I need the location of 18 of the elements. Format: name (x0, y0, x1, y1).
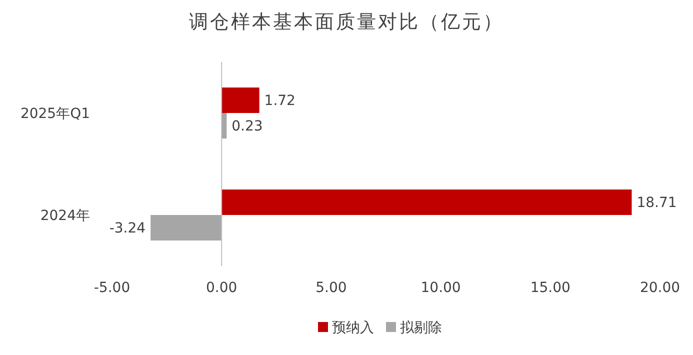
legend-label: 预纳入 (332, 320, 374, 336)
x-tick-label: 0.00 (206, 280, 238, 296)
y-tick-label: 2025年Q1 (20, 106, 90, 122)
x-tick-label: 10.00 (420, 280, 461, 296)
x-tick-label: 15.00 (530, 280, 570, 296)
bar (150, 215, 222, 240)
y-tick-label: 2024年 (40, 208, 90, 224)
data-label: 18.71 (636, 195, 677, 212)
chart-title: 调仓样本基本面质量对比（亿元） (189, 11, 504, 33)
data-label: -3.24 (109, 220, 146, 237)
x-tick-label: 20.00 (640, 280, 680, 296)
data-label: 0.23 (232, 118, 263, 135)
bar (222, 190, 632, 215)
x-tick-label: -5.00 (94, 280, 130, 296)
bar (222, 88, 260, 113)
data-label: 1.72 (264, 93, 296, 110)
legend-label: 拟剔除 (400, 320, 442, 336)
x-tick-label: 5.00 (316, 280, 347, 296)
